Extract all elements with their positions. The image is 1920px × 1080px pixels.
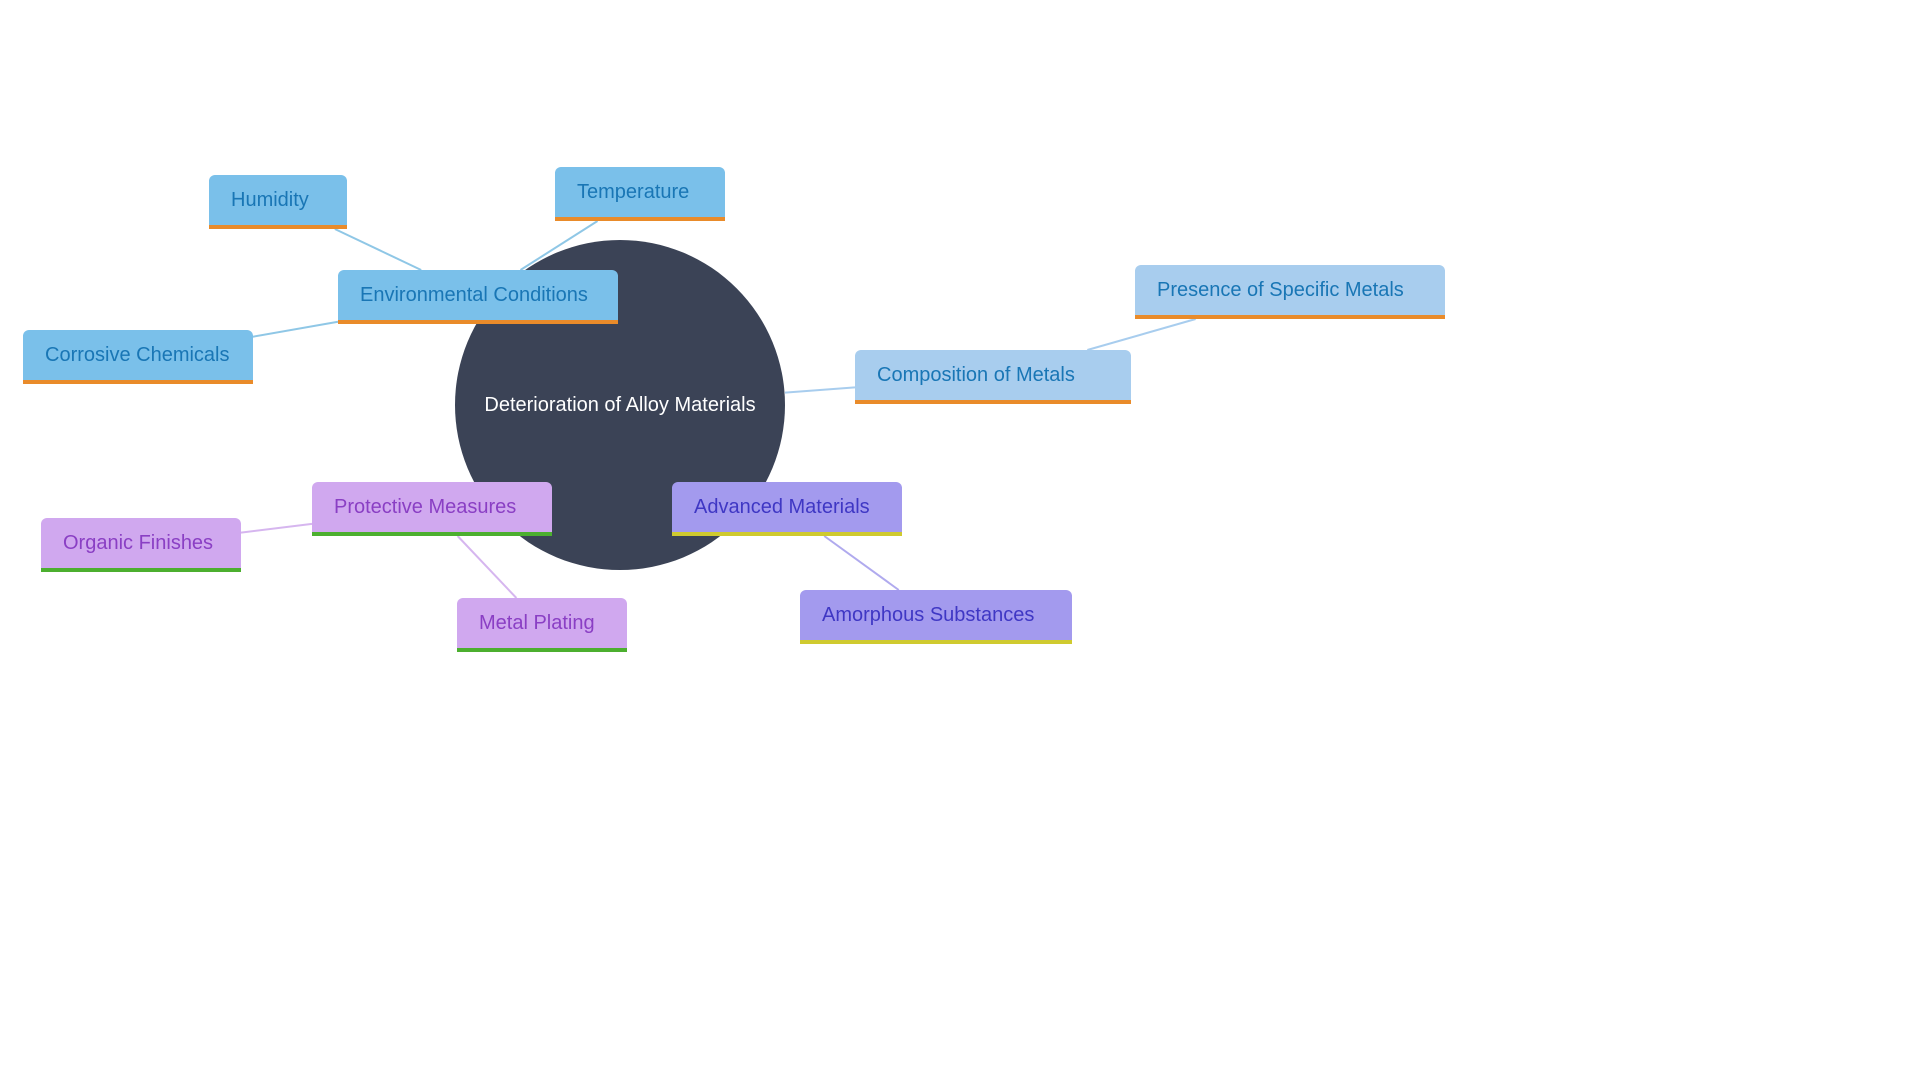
edge-env-corrosive [253,322,338,337]
node-corrosive: Corrosive Chemicals [23,330,253,384]
node-label: Temperature [577,181,689,203]
node-label: Corrosive Chemicals [45,344,230,366]
node-organic: Organic Finishes [41,518,241,572]
mindmap-canvas: Deterioration of Alloy Materials Environ… [0,0,1920,1080]
edge-protect-plating [458,536,517,598]
edges-layer [0,0,1920,1080]
node-temp: Temperature [555,167,725,221]
node-amorphous: Amorphous Substances [800,590,1072,644]
node-label: Organic Finishes [63,532,213,554]
node-label: Protective Measures [334,496,516,518]
center-label: Deterioration of Alloy Materials [484,394,755,417]
node-presence: Presence of Specific Metals [1135,265,1445,319]
edge-env-humidity [335,229,421,270]
node-humidity: Humidity [209,175,347,229]
node-label: Environmental Conditions [360,284,588,306]
edge-center-comp [785,387,855,392]
edge-protect-organic [241,524,312,533]
node-advanced: Advanced Materials [672,482,902,536]
node-protect: Protective Measures [312,482,552,536]
edge-advanced-amorphous [824,536,899,590]
node-plating: Metal Plating [457,598,627,652]
node-label: Metal Plating [479,612,595,634]
node-env: Environmental Conditions [338,270,618,324]
node-label: Advanced Materials [694,496,870,518]
node-label: Humidity [231,189,309,211]
node-label: Composition of Metals [877,364,1075,386]
node-label: Amorphous Substances [822,604,1034,626]
node-label: Presence of Specific Metals [1157,279,1404,301]
edge-comp-presence [1087,319,1195,350]
node-comp: Composition of Metals [855,350,1131,404]
